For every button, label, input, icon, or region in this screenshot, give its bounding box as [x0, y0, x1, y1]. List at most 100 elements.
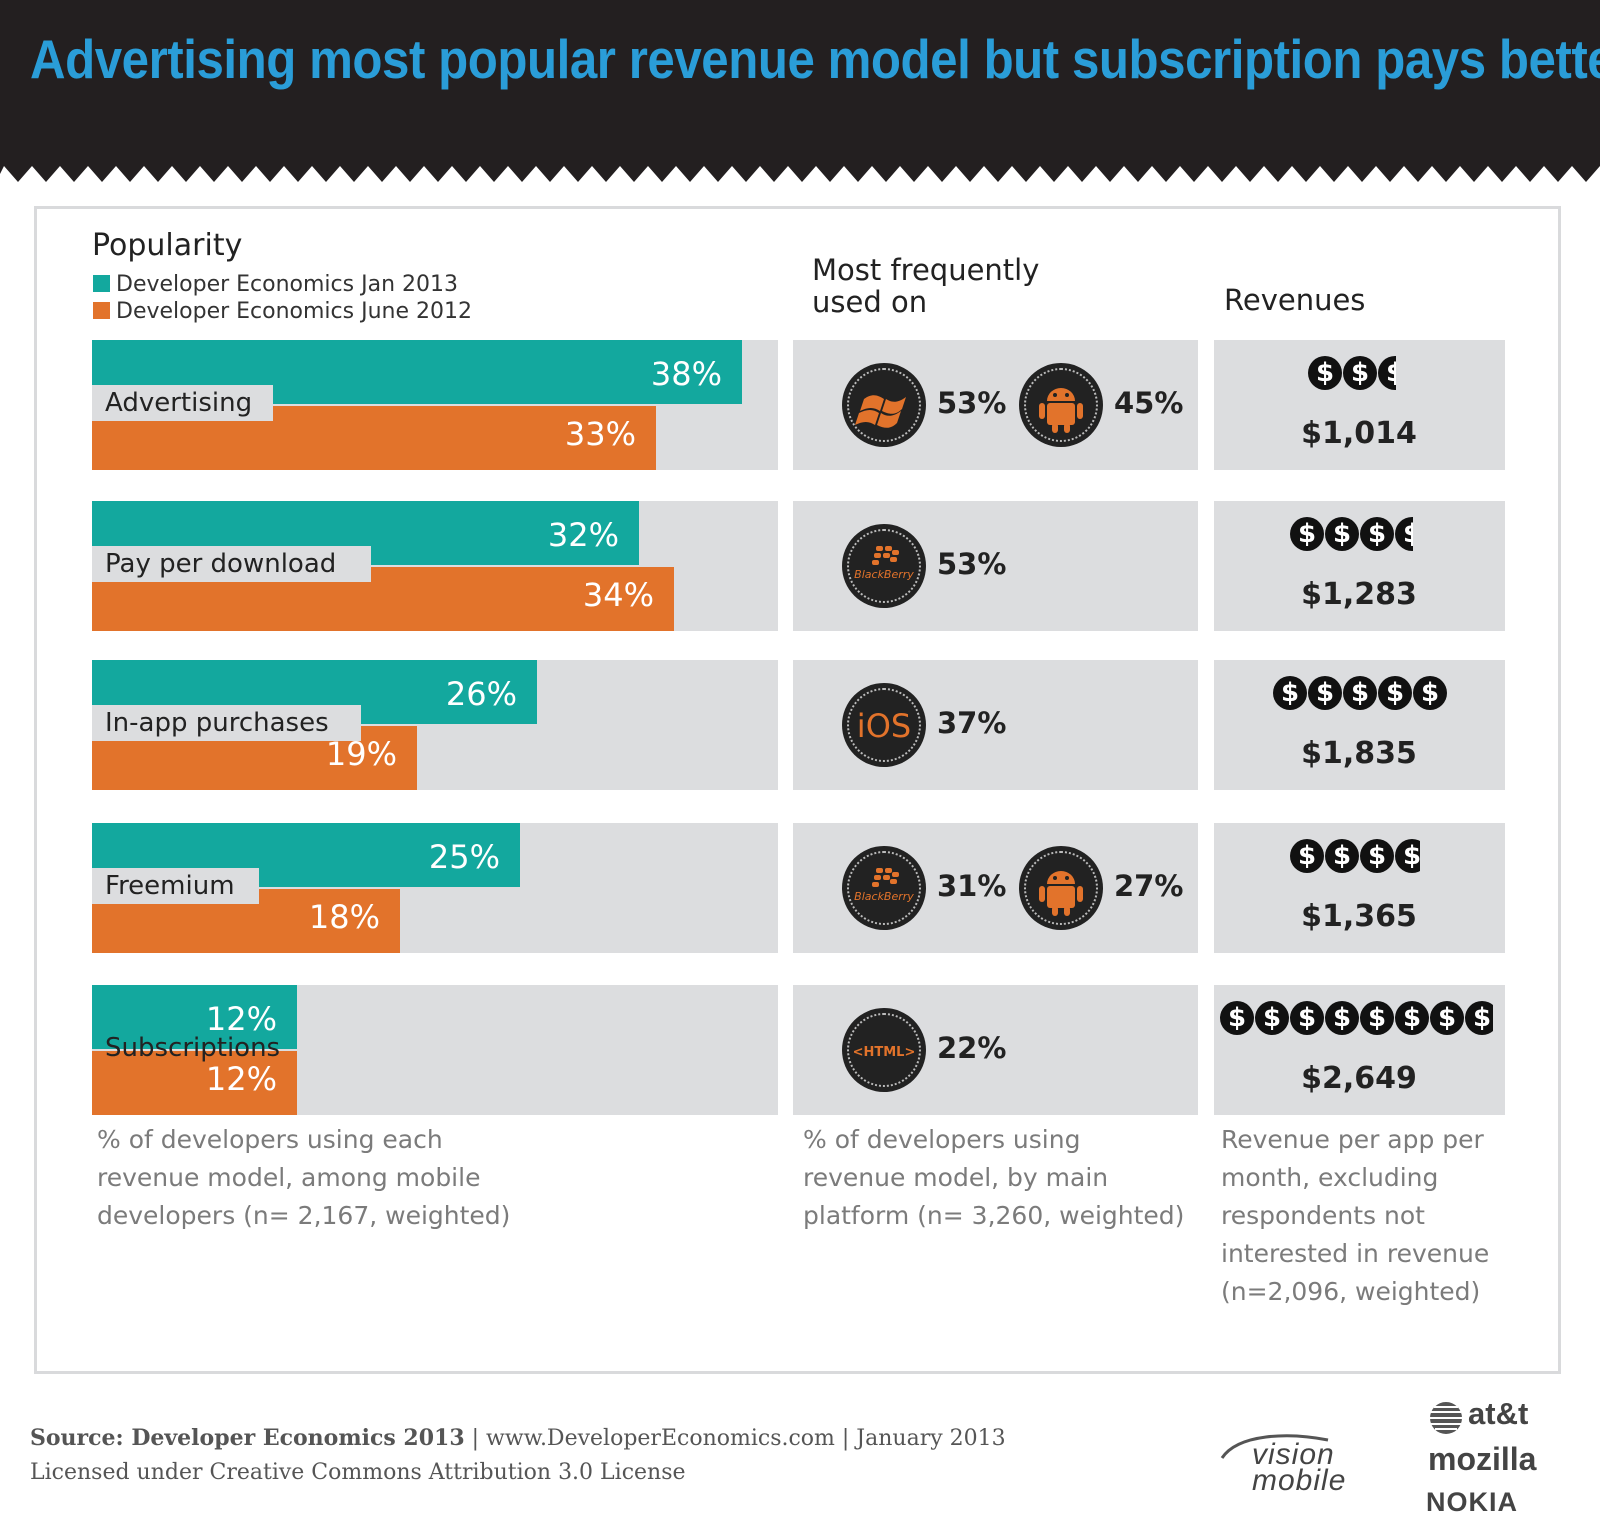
ios-icon: iOS [857, 707, 911, 745]
revenue-coin-row: $ $ $ $ [1290, 517, 1413, 553]
dollar-coin-icon: $ [1343, 676, 1377, 710]
mozilla-logo: mozilla [1428, 1441, 1537, 1477]
platform-percent: 53% [937, 386, 1007, 420]
dollar-coin-icon: $ [1378, 356, 1396, 390]
category-label: Subscriptions [105, 1033, 281, 1063]
revenue-column-heading: Revenues [1224, 283, 1366, 317]
platform-note: % of developers using revenue model, by … [803, 1121, 1184, 1235]
dollar-coin-icon: $ [1395, 1001, 1429, 1035]
dollar-coin-icon: $ [1290, 1001, 1324, 1035]
note-line: developers (n= 2,167, weighted) [97, 1201, 511, 1230]
bar-value-jan-2013: 12% [205, 1000, 277, 1038]
revenue-value: $1,365 [1301, 899, 1417, 934]
source-line: Source: Developer Economics 2013 | www.D… [30, 1421, 1006, 1456]
legend-title: Popularity [92, 228, 243, 263]
revenue-coin-row: $ $ $ $ [1290, 839, 1420, 875]
platform-icon-badge [1019, 846, 1103, 930]
platform-heading-line-2: used on [812, 285, 928, 319]
bar-value-june-2012: 18% [308, 898, 380, 936]
dollar-coin-icon: $ [1220, 1001, 1254, 1035]
legend-swatch-orange [93, 302, 110, 319]
html-icon: <HTML> [853, 1045, 916, 1060]
visionmobile-word-2: mobile [1252, 1464, 1347, 1497]
note-line: revenue model, by main [803, 1163, 1109, 1192]
dollar-coin-icon: $ [1378, 676, 1412, 710]
revenue-note: Revenue per app per month, excluding res… [1221, 1121, 1489, 1311]
category-label: Pay per download [92, 546, 371, 582]
platform-percent: 27% [1114, 869, 1184, 903]
note-line: revenue model, among mobile [97, 1163, 481, 1192]
note-line: Revenue per app per [1221, 1125, 1484, 1154]
note-line: % of developers using [803, 1125, 1081, 1154]
dollar-coin-icon: $ [1360, 839, 1394, 873]
note-line: % of developers using each [97, 1125, 443, 1154]
legend-label: Developer Economics June 2012 [116, 299, 472, 324]
source-credit: Source: Developer Economics 2013 | www.D… [30, 1421, 1006, 1490]
bar-value-june-2012: 33% [564, 415, 636, 453]
category-label: Advertising [92, 385, 273, 421]
dollar-coin-icon: $ [1360, 517, 1394, 551]
att-globe-icon [1430, 1402, 1462, 1434]
dollar-coin-icon: $ [1343, 356, 1377, 390]
dollar-coin-icon: $ [1255, 1001, 1289, 1035]
note-line: (n=2,096, weighted) [1221, 1277, 1481, 1306]
platform-percent: 45% [1114, 386, 1184, 420]
revenue-coin-row: $ $ $ $ $ [1273, 676, 1448, 712]
header-background [0, 0, 1600, 182]
bar-value-jan-2013: 26% [445, 675, 517, 713]
blackberry-icon: BlackBerry [854, 546, 914, 581]
content-frame [34, 206, 1561, 1374]
visionmobile-logo: vision mobile [1218, 1430, 1393, 1497]
platform-column-heading: Most frequently used on [812, 254, 1039, 318]
windows-phone-icon [855, 395, 906, 428]
legend-swatch-teal [93, 275, 110, 292]
category-label: Freemium [92, 868, 259, 904]
legend-label: Developer Economics Jan 2013 [116, 272, 458, 297]
bar-value-jan-2013: 32% [547, 516, 619, 554]
dollar-coin-icon: $ [1395, 839, 1420, 873]
license-line: Licensed under Creative Commons Attribut… [30, 1460, 686, 1485]
revenue-row-background [1214, 501, 1505, 631]
note-line: interested in revenue [1221, 1239, 1490, 1268]
android-icon [1039, 388, 1083, 433]
source-bold: Source: Developer Economics 2013 [30, 1425, 465, 1451]
svg-text:BlackBerry: BlackBerry [854, 568, 914, 581]
dollar-coin-icon: $ [1325, 1001, 1359, 1035]
platform-icon-badge [1019, 363, 1103, 447]
dollar-coin-icon: $ [1325, 517, 1359, 551]
dollar-coin-icon: $ [1395, 517, 1413, 551]
header-banner: Advertising most popular revenue model b… [0, 0, 1600, 186]
bar-value-jan-2013: 25% [428, 838, 500, 876]
revenue-value: $1,014 [1301, 416, 1417, 451]
blackberry-icon: BlackBerry [854, 868, 914, 903]
bar-value-june-2012: 19% [325, 735, 397, 773]
revenue-value: $1,283 [1301, 577, 1417, 612]
bar-value-june-2012: 34% [582, 576, 654, 614]
svg-text:BlackBerry: BlackBerry [854, 890, 914, 903]
source-rest: | www.DeveloperEconomics.com | January 2… [464, 1426, 1006, 1451]
bar-jan-2013 [92, 985, 297, 1049]
platform-heading-line-1: Most frequently [812, 253, 1040, 287]
dollar-coin-icon: $ [1273, 676, 1307, 710]
visionmobile-word-1: vision [1252, 1438, 1335, 1471]
legend-item-jan-2013: Developer Economics Jan 2013 [93, 272, 458, 298]
platform-icon-badge: iOS [842, 683, 926, 767]
dollar-coin-icon: $ [1325, 839, 1359, 873]
dollar-coin-icon: $ [1290, 517, 1324, 551]
platform-percent: 53% [937, 547, 1007, 581]
platform-percent: 37% [937, 706, 1007, 740]
page-title: Advertising most popular revenue model b… [30, 28, 1600, 90]
dollar-coin-icon: $ [1290, 839, 1324, 873]
note-line: platform (n= 3,260, weighted) [803, 1201, 1185, 1230]
revenue-row-background [1214, 823, 1505, 953]
popularity-note: % of developers using each revenue model… [97, 1121, 510, 1235]
note-line: month, excluding [1221, 1163, 1439, 1192]
att-wordmark: at&t [1468, 1396, 1529, 1431]
bar-value-jan-2013: 38% [650, 355, 722, 393]
note-line: respondents not [1221, 1201, 1425, 1230]
legend-item-june-2012: Developer Economics June 2012 [93, 299, 472, 325]
revenue-coin-row: $ $ $ [1308, 356, 1396, 392]
dollar-coin-icon: $ [1308, 676, 1342, 710]
dollar-coin-icon: $ [1413, 676, 1447, 710]
android-icon [1039, 871, 1083, 916]
